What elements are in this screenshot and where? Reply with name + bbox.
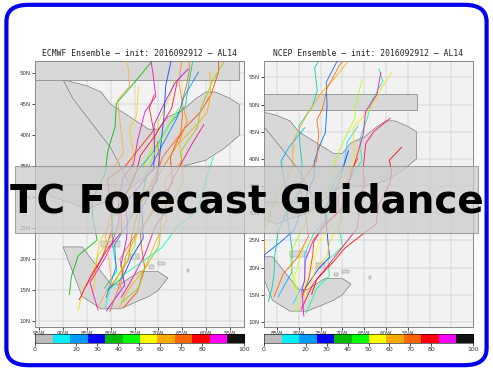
Polygon shape xyxy=(316,263,325,268)
Text: TC Forecast Guidance: TC Forecast Guidance xyxy=(10,183,483,221)
Polygon shape xyxy=(255,257,351,311)
Polygon shape xyxy=(35,80,130,185)
Polygon shape xyxy=(158,262,166,266)
Polygon shape xyxy=(342,270,349,273)
Polygon shape xyxy=(35,80,239,210)
Polygon shape xyxy=(334,273,338,276)
Text: NCEP Ensemble – init: 2016092912 – AL14: NCEP Ensemble – init: 2016092912 – AL14 xyxy=(274,50,463,58)
Polygon shape xyxy=(101,241,120,247)
Polygon shape xyxy=(229,110,417,224)
Polygon shape xyxy=(130,254,139,259)
Polygon shape xyxy=(229,110,316,202)
Polygon shape xyxy=(368,276,371,279)
Polygon shape xyxy=(149,266,153,269)
Polygon shape xyxy=(63,247,168,309)
Polygon shape xyxy=(187,269,189,272)
Bar xyxy=(15,166,478,233)
Text: ECMWF Ensemble – init: 2016092912 – AL14: ECMWF Ensemble – init: 2016092912 – AL14 xyxy=(42,50,237,58)
Polygon shape xyxy=(229,94,417,110)
Polygon shape xyxy=(35,61,239,80)
Polygon shape xyxy=(290,251,308,257)
